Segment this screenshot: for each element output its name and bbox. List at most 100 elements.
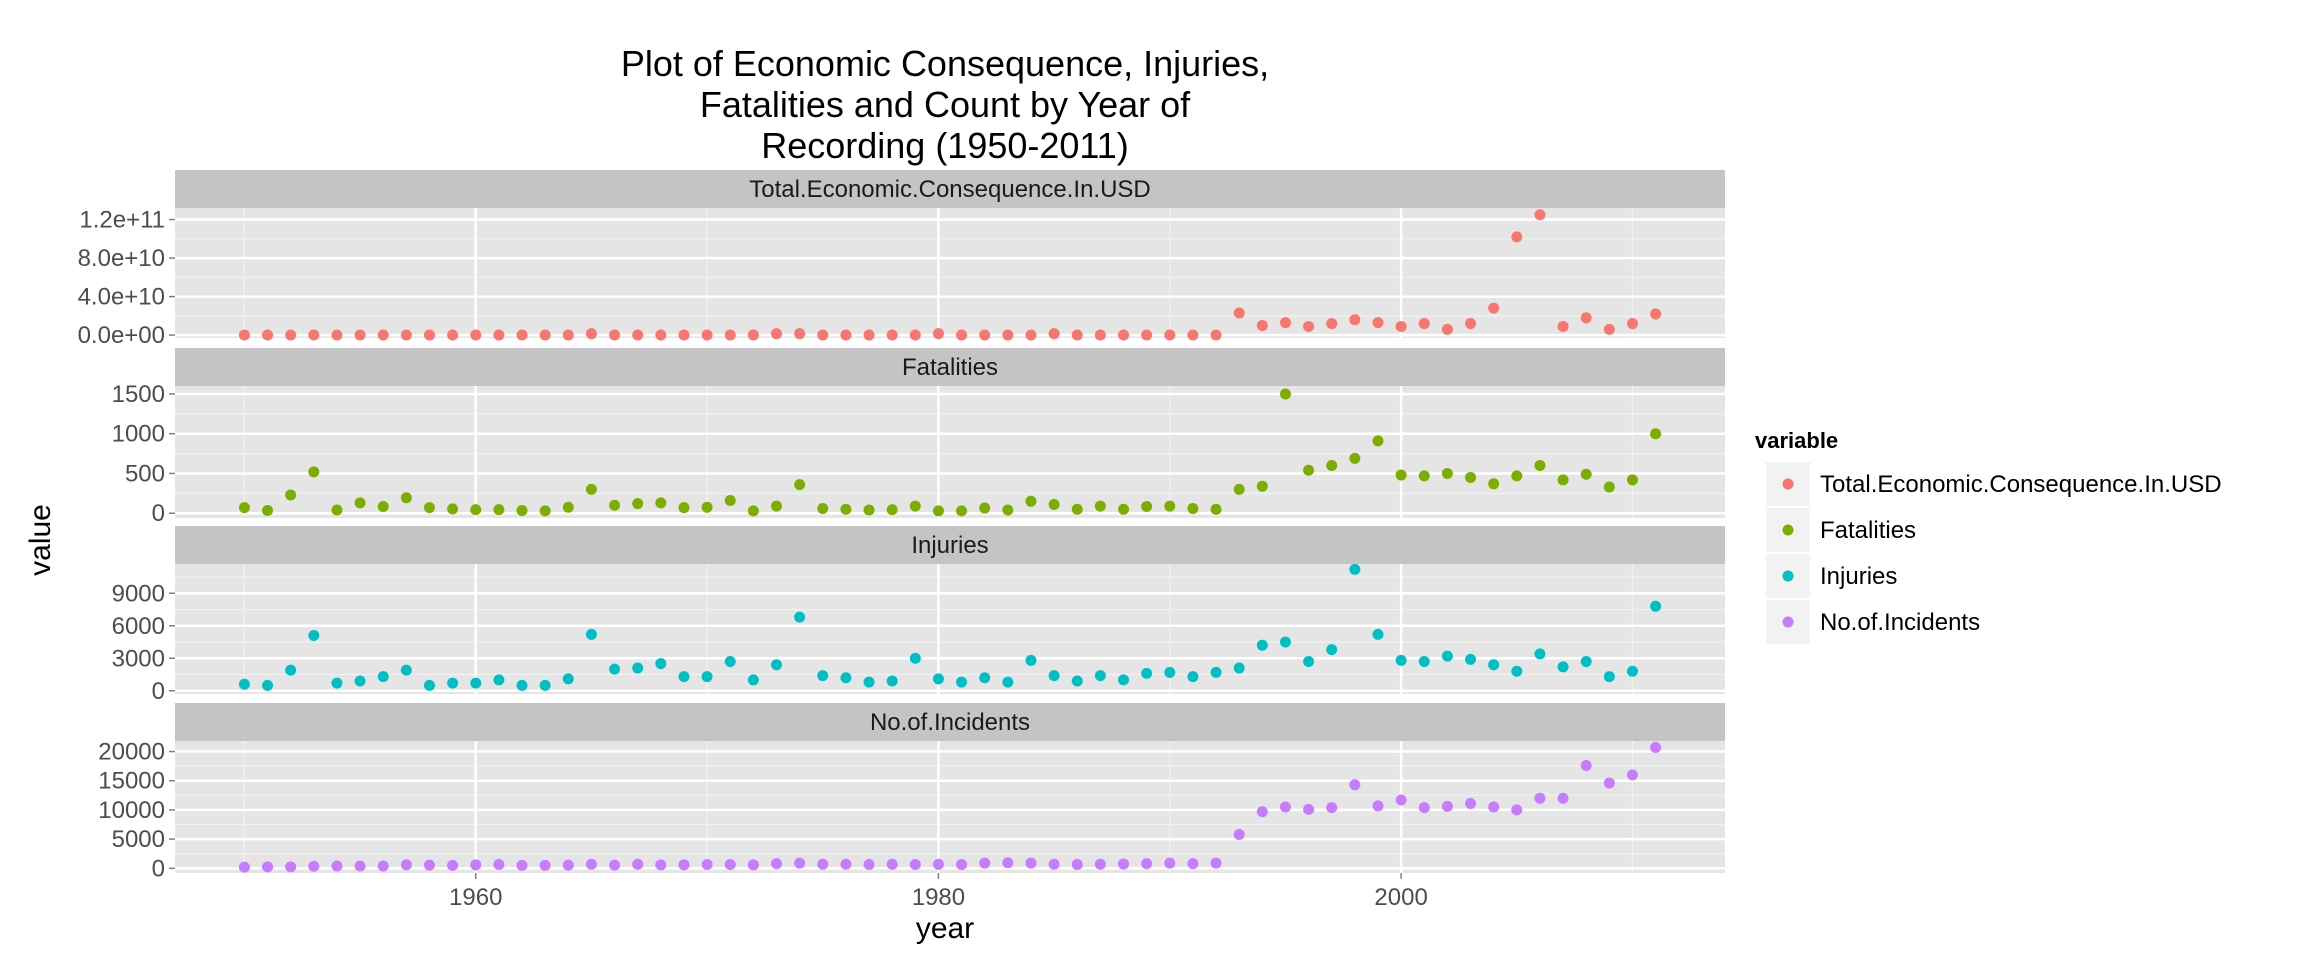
data-point (493, 504, 505, 516)
data-point (1048, 670, 1060, 682)
data-point (285, 861, 297, 873)
data-point (562, 501, 574, 513)
data-point (1650, 308, 1662, 320)
data-point (1141, 858, 1153, 870)
data-point (1233, 307, 1245, 319)
x-tick-label: 1980 (912, 884, 965, 911)
data-point (1118, 858, 1130, 870)
data-point (400, 664, 412, 676)
data-point (817, 329, 829, 341)
data-point (632, 858, 644, 870)
data-point (562, 329, 574, 341)
data-point (1603, 481, 1615, 493)
data-point (1418, 318, 1430, 330)
data-point (1048, 858, 1060, 870)
data-point (747, 329, 759, 341)
data-point (1441, 800, 1453, 812)
data-point (1279, 636, 1291, 648)
facet-panel-1: Total.Economic.Consequence.In.USD 0.0e+00… (78, 170, 1725, 349)
data-point (979, 672, 991, 684)
data-point (423, 679, 435, 691)
panel-background (175, 564, 1725, 694)
data-point (1002, 676, 1014, 688)
data-point (932, 858, 944, 870)
data-point (285, 664, 297, 676)
legend-swatch (1782, 570, 1794, 582)
data-point (932, 505, 944, 517)
data-point (1626, 665, 1638, 677)
data-point (1557, 320, 1569, 332)
data-point (1210, 666, 1222, 678)
data-point (1650, 428, 1662, 440)
data-point (516, 679, 528, 691)
facet-strip (175, 526, 1725, 564)
y-tick-label: 6000 (112, 613, 165, 640)
y-tick-label: 0.0e+00 (78, 322, 165, 349)
data-point (609, 859, 621, 871)
data-point (238, 861, 250, 873)
data-point (539, 329, 551, 341)
data-point (794, 611, 806, 623)
data-point (1071, 503, 1083, 515)
y-tick-label: 500 (125, 460, 165, 487)
data-point (817, 670, 829, 682)
chart-title-line-2: Fatalities and Count by Year of (700, 84, 1191, 125)
data-point (400, 859, 412, 871)
data-point (539, 679, 551, 691)
y-tick-label: 0 (152, 678, 165, 705)
data-point (377, 860, 389, 872)
data-point (886, 675, 898, 687)
data-point (470, 859, 482, 871)
data-point (840, 858, 852, 870)
data-point (447, 677, 459, 689)
data-point (863, 676, 875, 688)
data-point (863, 859, 875, 871)
data-point (470, 504, 482, 516)
data-point (909, 859, 921, 871)
data-point (678, 329, 690, 341)
data-point (285, 489, 297, 501)
data-point (701, 329, 713, 341)
data-point (1626, 318, 1638, 330)
data-point (794, 328, 806, 340)
data-point (585, 328, 597, 340)
data-point (1534, 460, 1546, 472)
y-tick-label: 9000 (112, 580, 165, 607)
data-point (354, 675, 366, 687)
y-tick-label: 1000 (112, 421, 165, 448)
chart-title: Plot of Economic Consequence, Injuries, … (621, 43, 1269, 166)
data-point (1349, 452, 1361, 464)
data-point (1094, 500, 1106, 512)
panel-background (175, 386, 1725, 518)
data-point (354, 329, 366, 341)
data-point (1395, 794, 1407, 806)
y-tick-label: 0 (152, 855, 165, 882)
data-point (1118, 329, 1130, 341)
y-tick-label: 8.0e+10 (78, 245, 165, 272)
data-point (262, 679, 274, 691)
data-point (956, 859, 968, 871)
data-point (678, 502, 690, 514)
data-point (1002, 857, 1014, 869)
data-point (909, 329, 921, 341)
data-point (493, 329, 505, 341)
y-axis-title: value (24, 504, 57, 576)
data-point (285, 329, 297, 341)
legend: variable Total.Economic.Consequence.In.U… (1755, 428, 2222, 644)
y-tick-label: 10000 (98, 797, 165, 824)
legend-swatch (1782, 524, 1794, 536)
facet-strip (175, 703, 1725, 741)
data-point (562, 673, 574, 685)
data-point (1303, 656, 1315, 667)
data-point (1118, 503, 1130, 515)
data-point (724, 495, 736, 507)
panel-background (175, 208, 1725, 338)
x-tick-label: 1960 (449, 884, 502, 911)
facet-panel-3: Injuries 0 3000 6000 9000 (112, 526, 1725, 705)
data-point (794, 479, 806, 491)
data-point (886, 329, 898, 341)
data-point (1603, 671, 1615, 683)
data-point (1372, 317, 1384, 329)
data-point (1210, 503, 1222, 515)
data-point (1164, 500, 1176, 512)
